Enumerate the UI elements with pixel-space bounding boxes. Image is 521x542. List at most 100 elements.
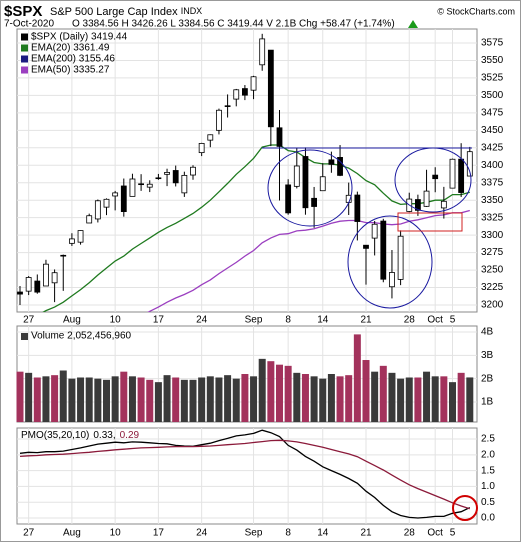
bar	[59, 370, 67, 422]
y-tick-label: 2.5	[481, 434, 495, 445]
candle-body	[60, 254, 67, 257]
candle-body	[328, 159, 335, 165]
bar	[111, 376, 119, 422]
bar	[128, 376, 136, 422]
bar	[301, 374, 309, 422]
bar	[85, 377, 93, 422]
bar	[68, 378, 76, 422]
bar	[466, 377, 474, 422]
x-tick-label: Sep	[245, 315, 263, 326]
circle-annotation	[347, 215, 433, 309]
bar	[345, 375, 353, 422]
bar	[232, 378, 240, 422]
bar	[198, 377, 206, 422]
legend-label: 0.33,	[93, 430, 115, 441]
candle-body	[363, 244, 369, 249]
y-tick-label: 3550	[481, 55, 504, 66]
circle-annotation	[452, 495, 478, 521]
candle-body	[77, 230, 84, 243]
candle-body	[138, 183, 145, 186]
candle-body	[207, 134, 214, 141]
y-tick-label: 3525	[481, 73, 504, 84]
candle-body	[69, 238, 75, 244]
bar	[353, 334, 361, 422]
x-tick-label: Aug	[63, 528, 81, 539]
bar	[457, 372, 465, 422]
line	[19, 439, 471, 510]
bar	[180, 379, 188, 422]
candle-body	[198, 143, 205, 154]
legend-swatch	[21, 55, 28, 63]
candle-body	[34, 280, 41, 293]
up-arrow	[408, 20, 418, 28]
candle-body	[267, 49, 274, 128]
x-tick-label: 17	[153, 528, 165, 539]
candle-body	[414, 199, 421, 211]
candle-body	[164, 172, 170, 175]
y-tick-label: 3425	[481, 142, 504, 153]
bar	[449, 382, 456, 422]
panel	[16, 427, 478, 525]
x-tick-label: 8	[285, 315, 291, 326]
y-tick-label: 2.0	[481, 449, 495, 460]
y-tick-label: 3325	[481, 212, 504, 223]
candle-body	[432, 174, 439, 180]
quote: O 3384.56 H 3426.26 L 3384.56 C 3419.44 …	[72, 19, 395, 30]
date: 7-Oct-2020	[4, 19, 54, 30]
bar	[241, 374, 249, 422]
legend-label: 0.29	[120, 430, 140, 441]
x-tick-label: 5	[450, 528, 456, 539]
bar	[224, 375, 232, 422]
x-tick-label: 14	[317, 528, 329, 539]
y-tick-label: 3225	[481, 282, 504, 293]
x-tick-label: 27	[23, 315, 35, 326]
x-tick-label: 27	[23, 528, 35, 539]
y-tick-label: 3400	[481, 160, 504, 171]
bar	[319, 378, 327, 422]
candle-body	[397, 235, 404, 280]
candle-body	[458, 158, 465, 193]
bar	[310, 376, 318, 422]
candle-body	[241, 88, 248, 96]
candle-body	[51, 272, 58, 284]
bar	[42, 376, 50, 422]
panel-title: Volume 2,052,456,960	[31, 331, 132, 342]
candle-body	[302, 156, 309, 209]
y-tick-label: 4B	[481, 327, 494, 338]
candle-body	[354, 194, 361, 222]
subtitle: S&P 500 Large Cap Index	[50, 6, 178, 18]
bar	[51, 375, 59, 422]
x-tick-label: Oct	[427, 528, 443, 539]
y-tick-label: 3300	[481, 230, 504, 241]
y-tick-label: 3500	[481, 90, 504, 101]
candle-body	[172, 170, 179, 184]
candle-body	[380, 220, 387, 280]
candle-body	[43, 263, 49, 287]
candle-body	[25, 277, 32, 292]
x-tick-label: Oct	[427, 315, 443, 326]
bar	[154, 382, 162, 422]
candle-body	[466, 151, 473, 177]
bar	[362, 360, 370, 422]
legend-label: $SPX (Daily) 3419.44	[31, 32, 128, 43]
bar	[215, 377, 223, 422]
candle-body	[216, 109, 222, 131]
circle-annotation	[267, 149, 353, 227]
y-tick-label: 1B	[481, 397, 494, 408]
y-tick-label: 3200	[481, 300, 504, 311]
candle-body	[276, 127, 283, 147]
bar	[414, 377, 422, 422]
x-tick-label: 14	[317, 315, 329, 326]
legend-swatch	[21, 66, 28, 74]
plots: 3200 3225 3250 3275 3300 3325 3350 3375 3400 3425…	[16, 28, 504, 539]
bar	[137, 377, 145, 422]
bar	[163, 375, 171, 422]
circle-annotation	[394, 147, 472, 213]
candle-body	[103, 198, 110, 208]
y-tick-label: 3575	[481, 38, 504, 49]
y-tick-label: 3250	[481, 265, 504, 276]
legend-label: EMA(20) 3361.49	[31, 43, 110, 54]
bar	[25, 372, 33, 422]
x-tick-label: 24	[196, 315, 208, 326]
bar	[77, 377, 85, 422]
